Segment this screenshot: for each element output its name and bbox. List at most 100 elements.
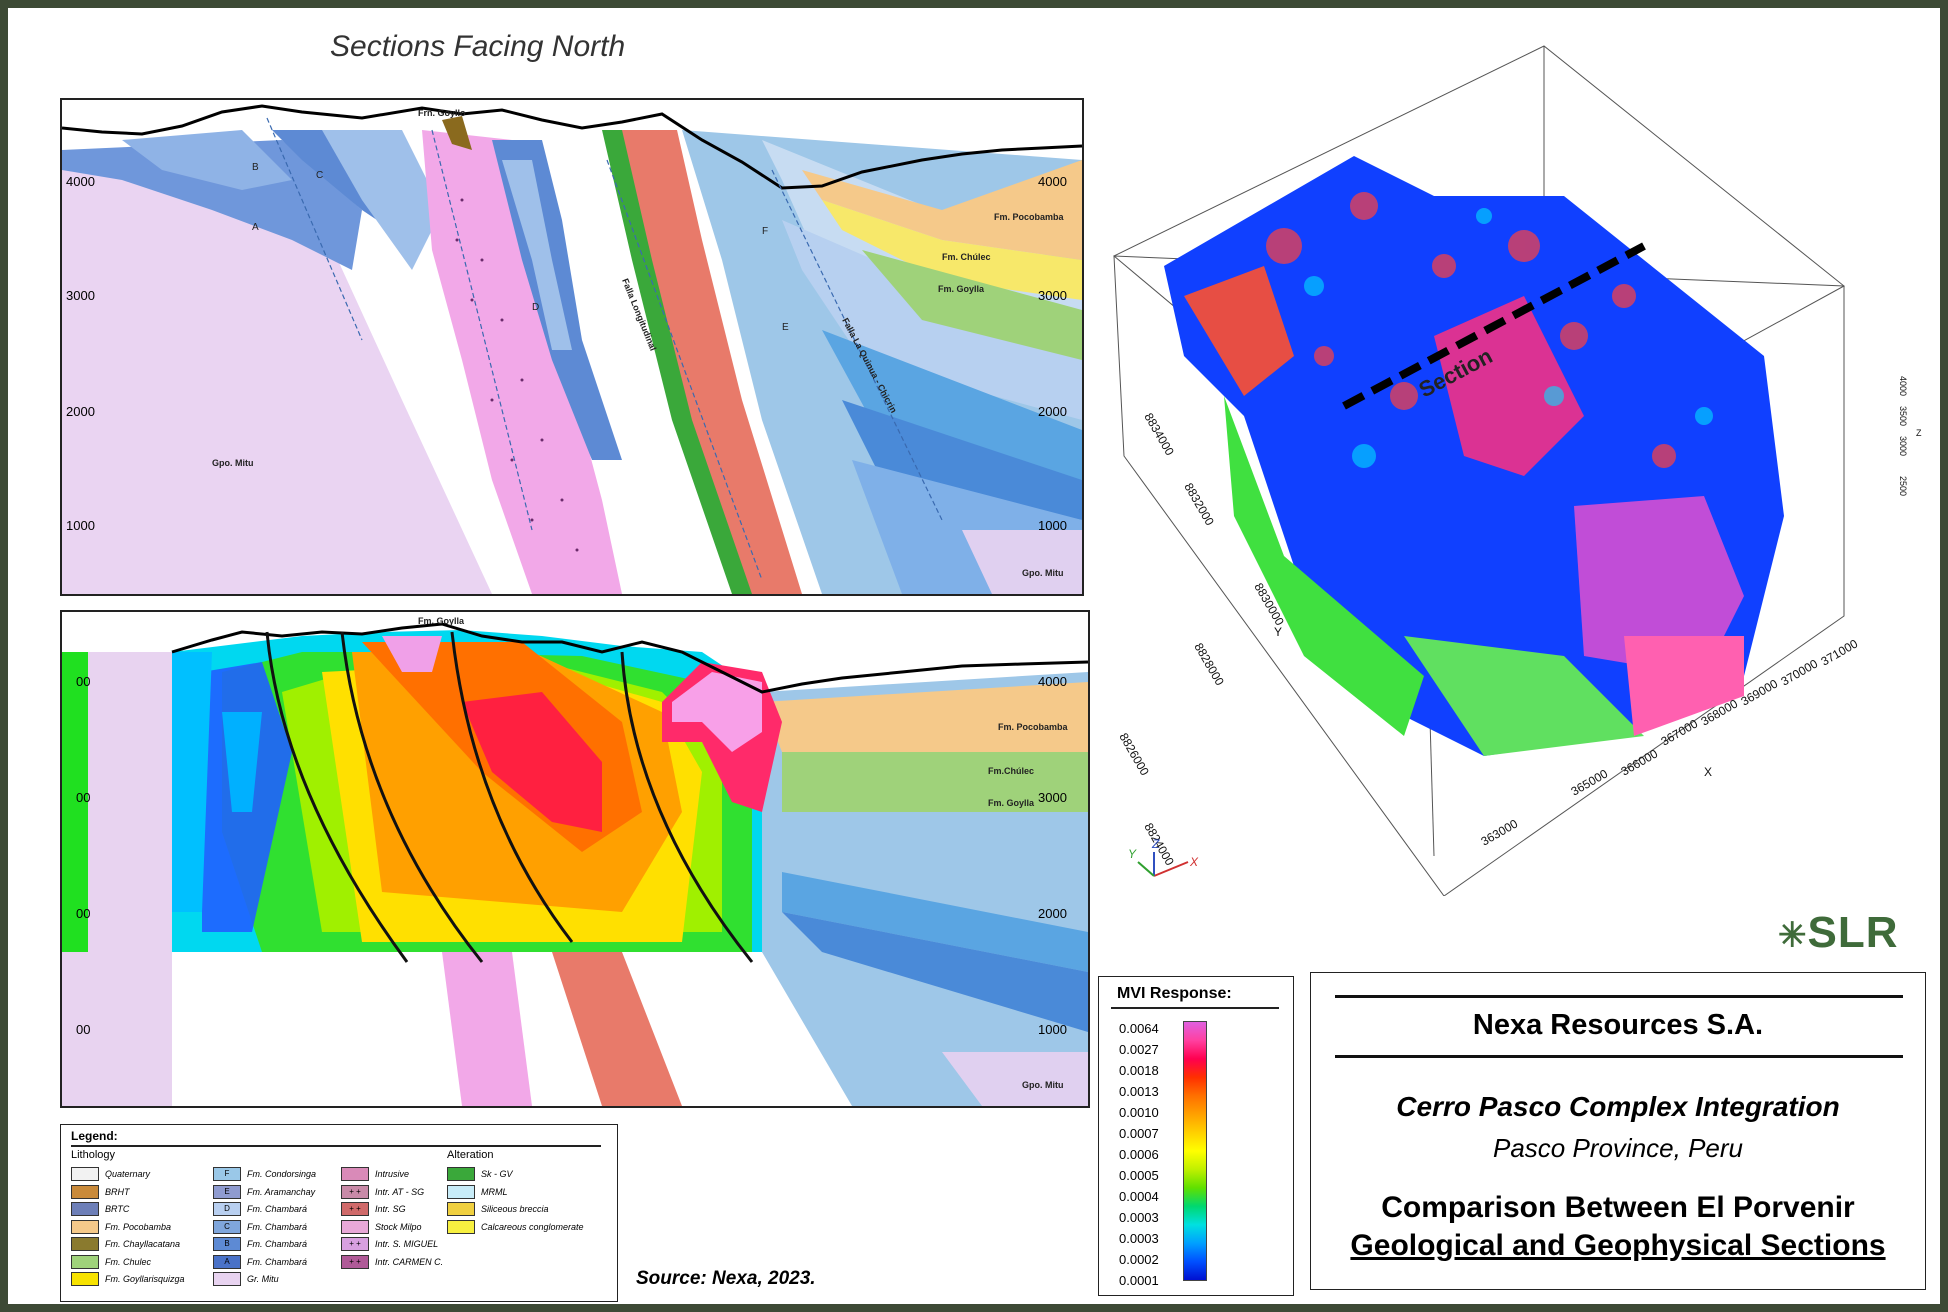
geo-elev-right-4: 1000 [1038,518,1067,533]
legend-divider [71,1145,601,1147]
legend-lithology-head: Lithology [71,1149,116,1161]
legend-swatch [71,1272,99,1286]
legend-label: Fm. Goyllarisquizga [105,1274,185,1284]
heading-line-2: Geological and Geophysical Sections [1350,1229,1886,1262]
triad-y: Y [1128,847,1137,861]
legend-label: BRTC [105,1204,130,1214]
gp-elev-left-1: 00 [76,674,90,689]
legend-label: Fm. Chambará [247,1239,308,1249]
mvi-colorbar [1183,1021,1207,1281]
gp-top-label: Fm. Goylla [418,616,465,626]
legend-item: Sk - GV [447,1167,513,1181]
legend-label: Fm. Chambará [247,1204,308,1214]
legend-swatch [447,1219,475,1234]
gp-fm-chulec: Fm.Chúlec [988,766,1034,776]
mvi-divider [1111,1007,1279,1009]
legend-swatch: + + [341,1237,369,1251]
legend-swatch [71,1219,99,1234]
legend-item: Fm. Chayllacatana [71,1237,180,1251]
legend-item: D Fm. Chambará [213,1202,307,1216]
source-note: Source: Nexa, 2023. [636,1268,816,1289]
geo-fm-goylla: Fm. Goylla [938,284,985,294]
gp-elev-right-2: 3000 [1038,790,1067,805]
legend-label: Siliceous breccia [481,1204,549,1214]
mvi-tick-label: 0.0001 [1119,1273,1159,1288]
legend: Legend: Lithology Alteration Quaternary B… [60,1124,618,1302]
legend-label: Gr. Mitu [247,1274,279,1284]
gp-gpo-mitu: Gpo. Mitu [1022,1080,1064,1090]
legend-item: Fm. Chulec [71,1254,152,1269]
mvi-tick-label: 0.0002 [1119,1252,1159,1267]
legend-label: Intr. SG [375,1204,406,1214]
geo-elev-right-1: 4000 [1038,174,1067,189]
legend-label: Intr. S. MIGUEL [375,1239,439,1249]
gp-fm-goylla: Fm. Goylla [988,798,1035,808]
heading-line-1: Comparison Between El Porvenir [1381,1191,1855,1224]
mvi-tick-label: 0.0007 [1119,1126,1159,1141]
x-tick-8: 371000 [1819,636,1861,668]
slr-logo: ✳SLR [1778,908,1899,958]
mvi-title: MVI Response: [1117,985,1232,1002]
y-axis-label: Y [1274,625,1282,639]
geo-fm-pocobamba: Fm. Pocobamba [994,212,1065,222]
legend-label: Fm. Chambará [247,1256,308,1267]
mvi-tick-label: 0.0018 [1119,1063,1159,1078]
legend-label: Calcareous conglomerate [481,1221,584,1232]
mvi-tick-label: 0.0003 [1119,1231,1159,1246]
mvi-tick-label: 0.0006 [1119,1147,1159,1162]
legend-item: Fm. Pocobamba [71,1219,172,1234]
legend-item: F Fm. Condorsinga [213,1167,316,1181]
gp-elev-left-3: 00 [76,906,90,921]
mvi-legend: MVI Response: 0.0064 0.0027 0.0018 0.0013 0.… [1098,976,1294,1296]
title-rule-mid [1335,1055,1903,1058]
legend-label: BRHT [105,1186,130,1197]
legend-swatch: F [213,1167,241,1181]
mvi-tick-label: 0.0027 [1119,1042,1159,1057]
geo-unit-e: E [782,322,789,333]
legend-label: MRML [481,1186,508,1197]
legend-swatch [71,1184,99,1199]
legend-label: Fm. Chulec [105,1256,152,1267]
company-name: Nexa Resources S.A. [1472,1009,1764,1041]
legend-swatch [341,1167,369,1181]
legend-label: Fm. Condorsinga [247,1169,317,1179]
legend-label: Intr. AT - SG [375,1186,425,1197]
legend-item: Quaternary [71,1167,150,1181]
legend-item: Fm. Goyllarisquizga [71,1272,185,1286]
legend-title: Legend: [71,1129,118,1143]
legend-item: BRTC [71,1202,129,1216]
legend-item: Stock Milpo [341,1219,422,1234]
z-tick-3: 3500 [1898,406,1908,426]
gp-elev-right-3: 2000 [1038,906,1067,921]
geo-elev-right-3: 2000 [1038,404,1067,419]
geo-top-label: Frn. Goyllo [418,108,466,118]
z-axis-label: Z [1916,428,1922,438]
geo-elev-left-3: 2000 [66,404,95,419]
legend-item: BRHT [71,1184,130,1199]
y-tick-6: 8834000 [1141,411,1177,459]
legend-item: Intrusive [341,1167,409,1181]
legend-swatch [447,1184,475,1199]
figure-heading: Comparison Between El Porvenir Geologica… [1311,1189,1925,1265]
geo-left-elevations: 4000 3000 2000 1000 [66,174,95,533]
model-3d-svg: Section 8824000 8826000 8828000 8830000 … [1113,45,1922,897]
mvi-tick-label: 0.0003 [1119,1210,1159,1225]
legend-swatch: A [213,1254,241,1269]
y-tick-5: 8832000 [1181,481,1217,529]
y-tick-2: 8826000 [1116,731,1152,779]
z-tick-2: 3000 [1898,436,1908,456]
intrusive-dots [455,198,579,552]
z-tick-1: 2500 [1898,476,1908,496]
legend-swatch: D [213,1202,241,1216]
geo-unit-f: F [762,226,768,237]
gp-elev-left-4: 00 [76,1022,90,1037]
y-tick-3: 8828000 [1191,641,1227,689]
x-tick-1: 363000 [1479,816,1521,848]
legend-label: Fm. Chayllacatana [105,1239,181,1249]
section-title: Sections Facing North [330,30,626,63]
geophysical-section-svg: 00 00 00 00 4000 3000 2000 1000 Fm. Goyl… [62,612,1088,1106]
geo-gpo-mitu-left: Gpo. Mitu [212,458,254,468]
geological-section-svg: 4000 3000 2000 1000 4000 3000 2000 1000 … [62,100,1082,594]
legend-label: Fm. Pocobamba [105,1221,172,1232]
geo-elev-left-2: 3000 [66,288,95,303]
